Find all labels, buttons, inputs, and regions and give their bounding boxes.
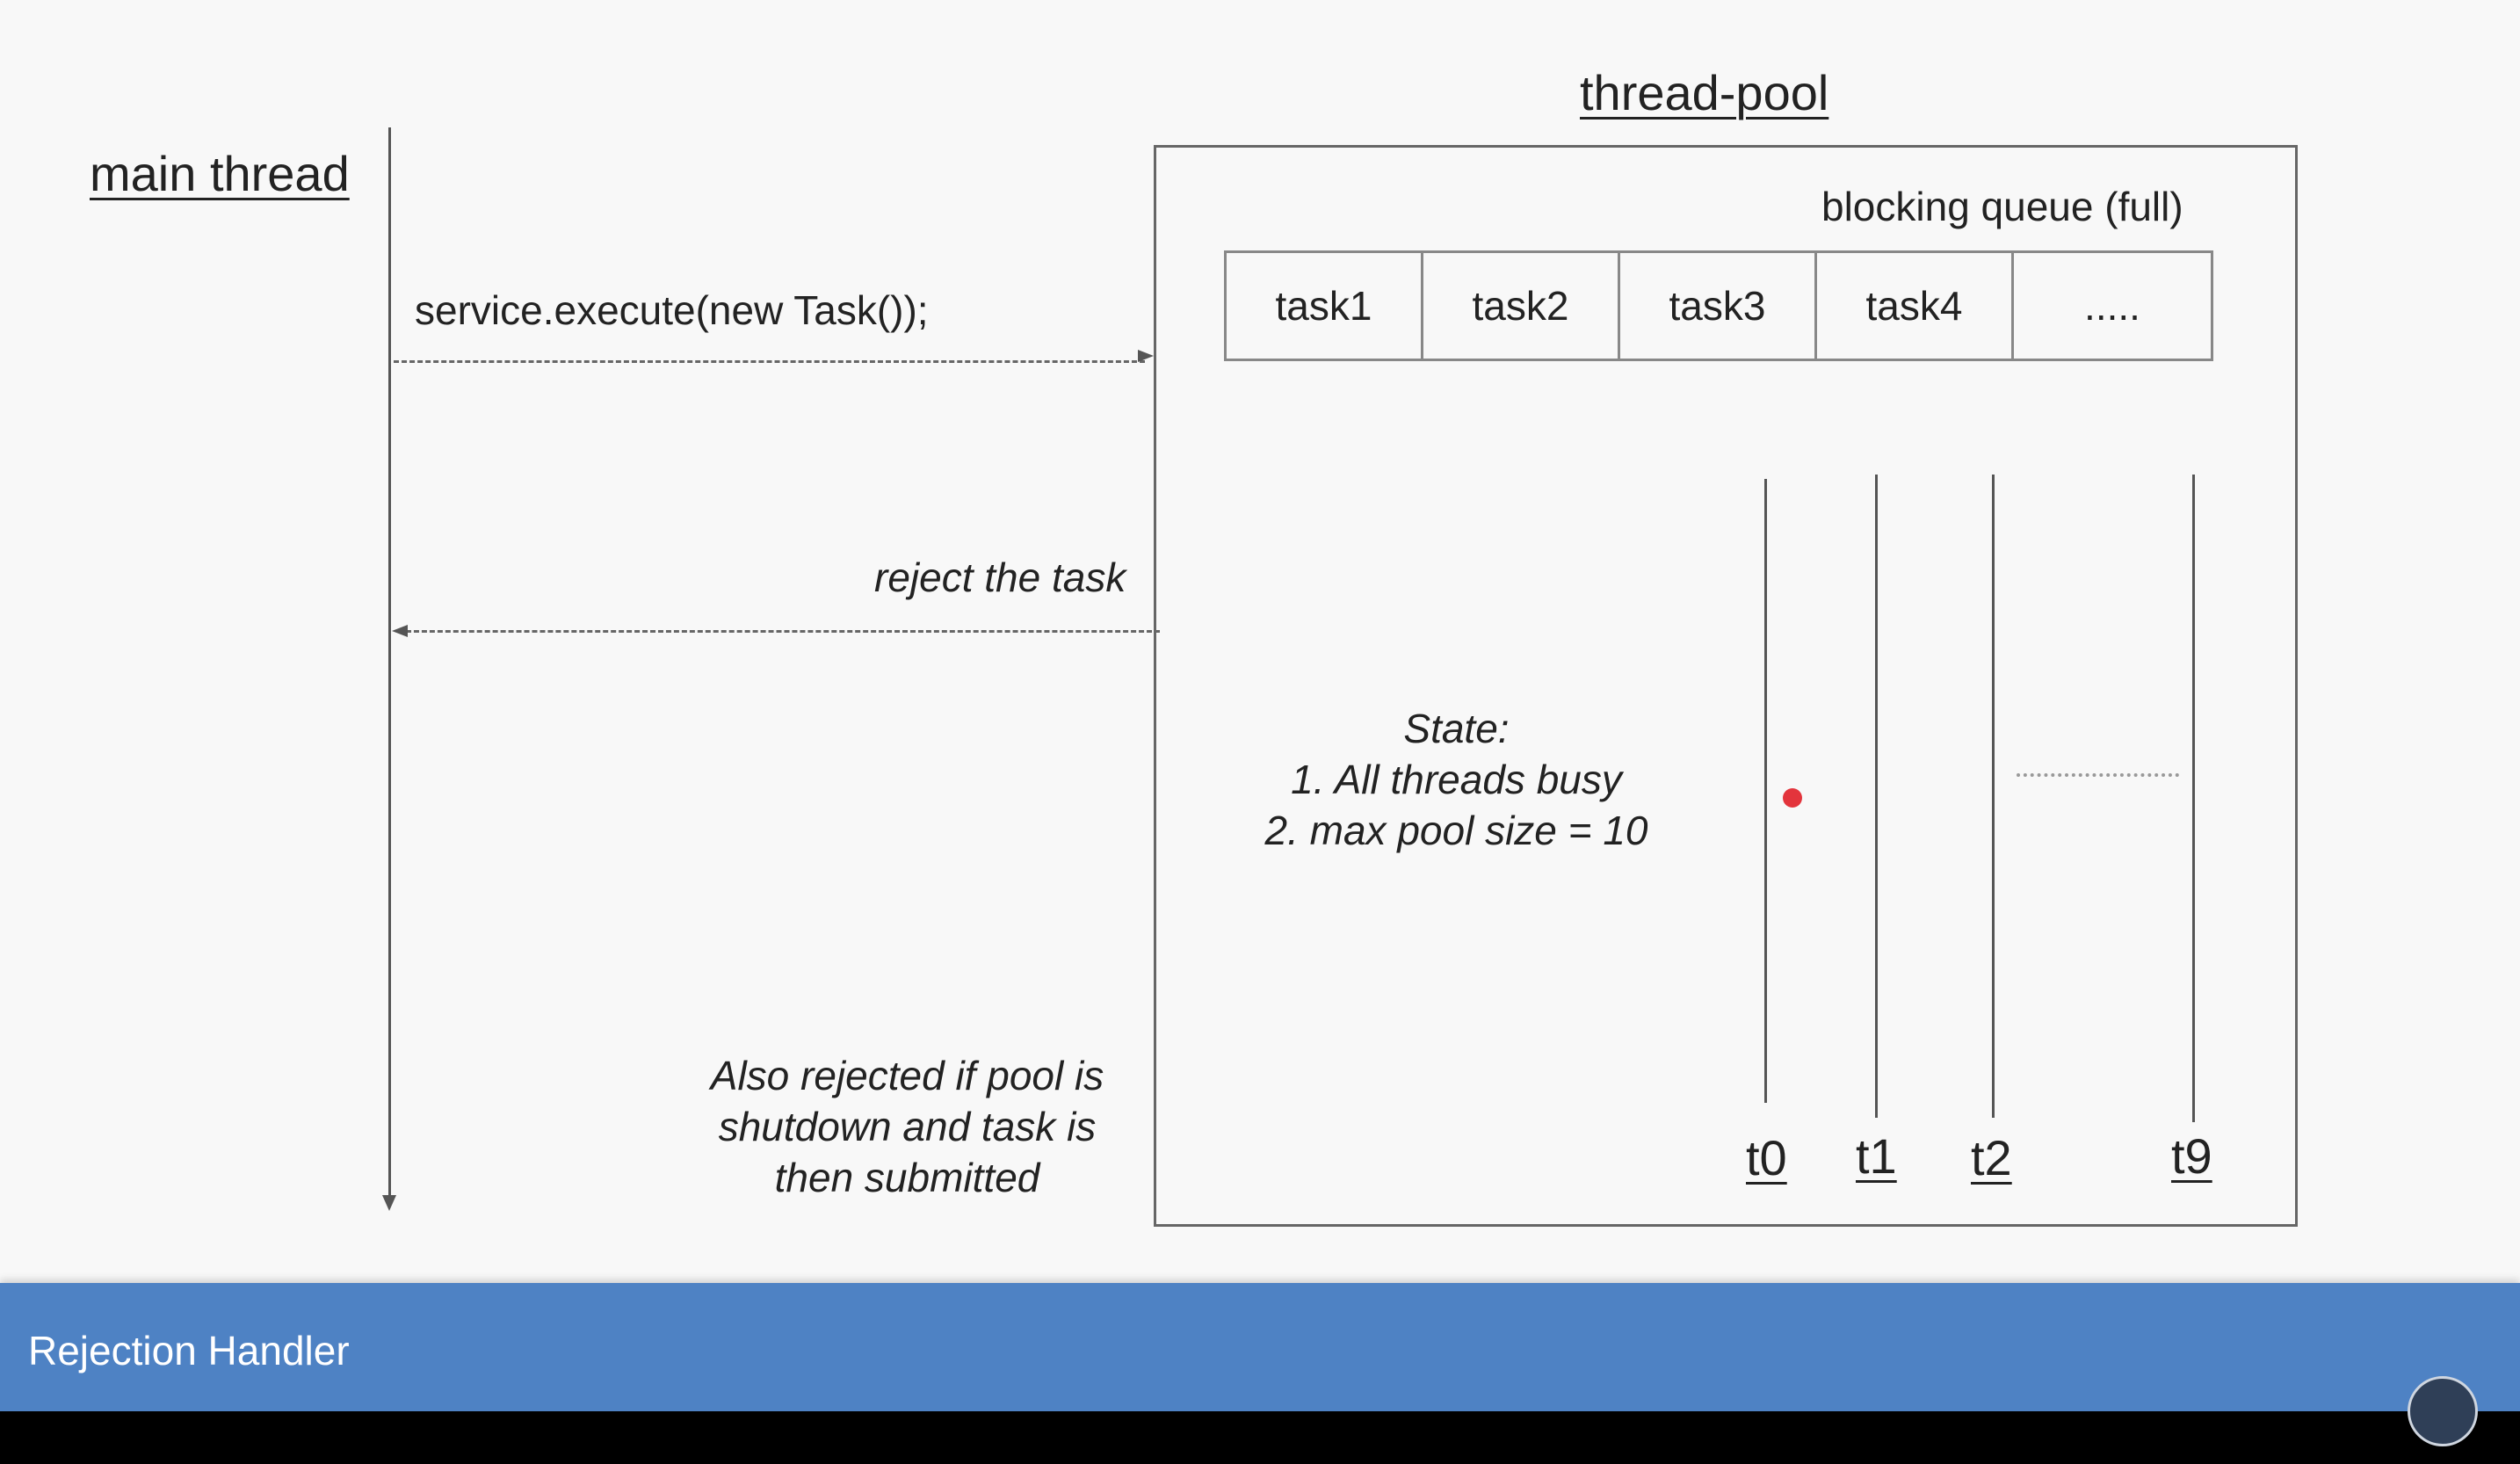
channel-logo-icon <box>2408 1376 2478 1446</box>
thread-line-t9 <box>2192 475 2195 1122</box>
state-line: 2. max pool size = 10 <box>1264 808 1648 853</box>
thread-label-t2: t2 <box>1971 1130 2012 1185</box>
execute-arrowhead <box>1138 350 1154 362</box>
main-thread-title: main thread <box>90 146 350 201</box>
reject-arrow <box>406 630 1160 633</box>
thread-pool-box <box>1154 145 2298 1227</box>
queue-cell: task3 <box>1620 253 1817 359</box>
queue-cell: task2 <box>1423 253 1620 359</box>
thread-line-t2 <box>1992 475 1995 1118</box>
main-thread-arrowhead <box>382 1195 396 1211</box>
queue-label: blocking queue (full) <box>1821 184 2183 229</box>
queue-cell: ..... <box>2084 283 2140 329</box>
main-thread-timeline <box>388 127 391 1201</box>
rejection-note: Also rejected if pool is shutdown and ta… <box>668 1050 1147 1203</box>
footer-bar: Rejection Handler <box>0 1283 2520 1411</box>
footer-title: Rejection Handler <box>28 1328 350 1373</box>
thread-pool-title: thread-pool <box>1580 65 1829 120</box>
reject-label: reject the task <box>874 554 1126 600</box>
queue-cell: task1 <box>1227 253 1423 359</box>
thread-label-t9: t9 <box>2171 1128 2212 1184</box>
state-line: State: <box>1403 706 1510 751</box>
busy-indicator-dot <box>1783 788 1802 808</box>
blocking-queue: task1 task2 task3 task4 ..... <box>1224 250 2213 361</box>
reject-arrowhead <box>392 625 408 637</box>
thread-line-t0 <box>1764 479 1767 1103</box>
note-line: shutdown and task is <box>718 1104 1097 1149</box>
queue-cell: task4 <box>1817 253 2014 359</box>
slide: main thread service.execute(new Task());… <box>90 65 2298 1227</box>
more-threads-ellipsis <box>2017 773 2179 777</box>
thread-line-t1 <box>1875 475 1878 1118</box>
execute-arrow <box>394 360 1145 363</box>
state-line: 1. All threads busy <box>1291 757 1622 802</box>
thread-label-t0: t0 <box>1746 1130 1787 1185</box>
execute-label: service.execute(new Task()); <box>415 287 929 333</box>
arrowheads <box>382 350 1154 1211</box>
bottom-black-bar <box>0 1411 2520 1464</box>
note-line: Also rejected if pool is <box>710 1053 1104 1098</box>
pool-state: State: 1. All threads busy 2. max pool s… <box>1213 703 1700 856</box>
note-line: then submitted <box>774 1155 1040 1200</box>
thread-label-t1: t1 <box>1856 1128 1897 1184</box>
